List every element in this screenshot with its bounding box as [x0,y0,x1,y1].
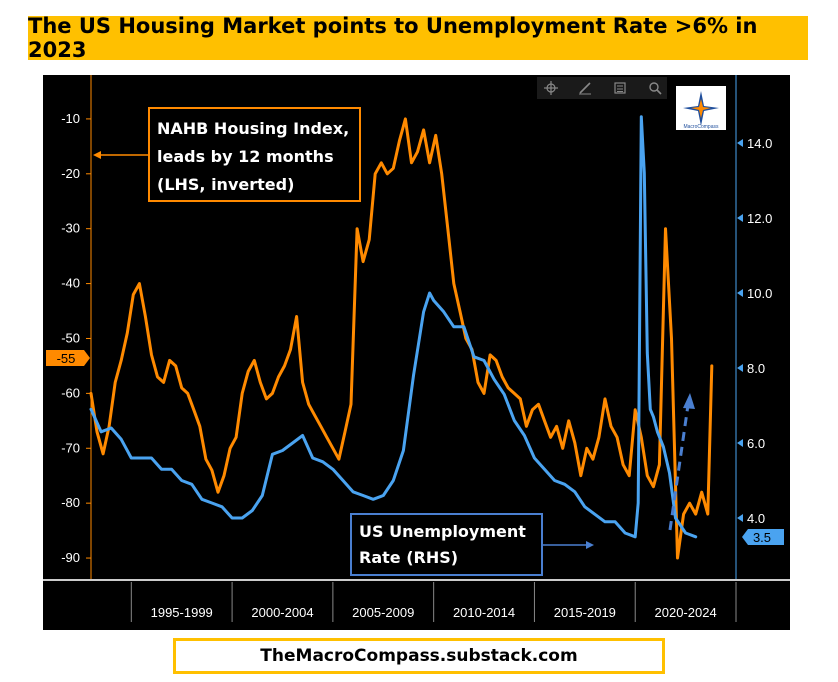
right-last-value-tag: 3.5 [742,529,784,545]
right-tick-label: 4.0 [747,511,765,526]
unemployment-annotation-line-2: Rate (RHS) [359,548,458,567]
x-period-label: 2015-2019 [554,605,616,620]
left-last-value: -55 [57,351,76,366]
nahb-annotation-arrowhead [93,151,101,159]
nahb-annotation-line-1: NAHB Housing Index, [157,119,349,138]
right-tick-mark [737,139,743,147]
nahb-series-line [89,117,714,560]
x-period-label: 2020-2024 [655,605,717,620]
chart-toolbar [537,77,667,99]
logo: MacroCompass [676,86,726,130]
right-tick-mark [737,364,743,372]
x-period-label: 2010-2014 [453,605,515,620]
nahb-annotation-line-2: leads by 12 months [157,147,334,166]
notes-icon[interactable] [614,82,626,94]
right-last-value: 3.5 [753,530,771,545]
right-tick-label: 8.0 [747,361,765,376]
right-tick-mark [737,214,743,222]
unemployment-annotation-arrowhead [586,541,594,549]
left-last-value-tag: -55 [46,350,90,366]
left-tick-label: -20 [61,166,80,181]
left-tick-label: -30 [61,221,80,236]
crosshair-icon[interactable] [544,81,558,95]
right-tick-label: 10.0 [747,286,772,301]
left-tick-label: -90 [61,550,80,565]
x-period-label: 2005-2009 [352,605,414,620]
left-tick-label: -10 [61,111,80,126]
left-tick-label: -50 [61,330,80,345]
left-tick-label: -80 [61,495,80,510]
right-tick-mark [737,289,743,297]
logo-text: MacroCompass [683,124,719,130]
source-text: TheMacroCompass.substack.com [260,646,578,666]
nahb-annotation: NAHB Housing Index, leads by 12 months (… [93,107,361,202]
right-tick-label: 14.0 [747,136,772,151]
pencil-icon[interactable] [579,82,591,95]
left-tick-label: -70 [61,440,80,455]
unemployment-annotation: US Unemployment Rate (RHS) [350,513,594,576]
source-banner: TheMacroCompass.substack.com [173,638,665,674]
unemployment-annotation-line-1: US Unemployment [359,522,526,541]
right-tick-label: 12.0 [747,211,772,226]
right-tick-mark [737,439,743,447]
right-tick-label: 6.0 [747,436,765,451]
left-tick-label: -60 [61,385,80,400]
nahb-annotation-line-3: (LHS, inverted) [157,175,294,194]
zoom-icon[interactable] [649,82,662,95]
unemployment-series-line [89,115,698,539]
chart-title-banner: The US Housing Market points to Unemploy… [28,14,808,62]
projection-arrow [668,393,695,531]
right-tick-mark [737,514,743,522]
x-period-label: 1995-1999 [151,605,213,620]
chart-title: The US Housing Market points to Unemploy… [28,14,758,62]
x-period-label: 2000-2004 [251,605,313,620]
left-tick-label: -40 [61,276,80,291]
